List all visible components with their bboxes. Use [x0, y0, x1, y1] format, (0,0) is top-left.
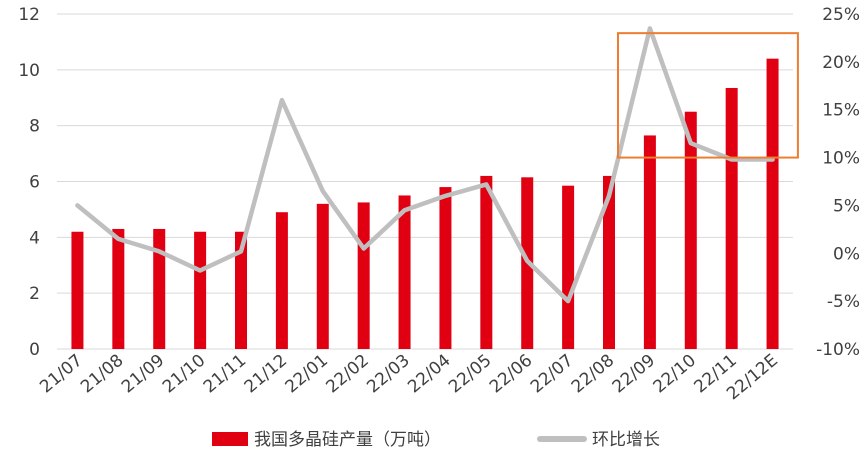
bar: [71, 231, 84, 349]
bar: [235, 231, 247, 349]
x-tick-label: 21/07: [36, 351, 86, 398]
x-tick-label: 22/07: [527, 351, 577, 398]
x-tick-label: 21/08: [77, 351, 127, 398]
bar: [480, 175, 493, 349]
right-tick-label: -10%: [816, 340, 860, 360]
bar: [153, 228, 166, 349]
legend-swatch-bar: [212, 432, 248, 446]
right-tick-label: 5%: [833, 196, 860, 216]
x-tick-label: 21/10: [159, 351, 209, 398]
legend: 我国多晶硅产量（万吨） 环比增长: [212, 430, 660, 450]
bar: [275, 212, 288, 349]
x-axis-ticks: 21/0721/0821/0921/1021/1121/1222/0122/02…: [36, 351, 782, 405]
bar: [684, 111, 697, 349]
left-tick-label: 6: [29, 173, 40, 193]
x-tick-label: 22/02: [322, 351, 372, 398]
bar: [316, 203, 329, 349]
right-axis-ticks: -10% -5% 0% 5% 10% 15% 20% 25%: [816, 5, 860, 360]
right-tick-label: 15%: [822, 101, 860, 121]
x-tick-label: 22/01: [282, 351, 332, 398]
x-tick-label: 22/05: [445, 351, 495, 398]
right-tick-label: 20%: [822, 53, 860, 73]
left-axis-ticks: 0 2 4 6 8 10 12: [18, 5, 40, 360]
right-tick-label: 0%: [833, 244, 860, 264]
left-tick-label: 12: [18, 5, 40, 25]
x-tick-label: 22/09: [609, 351, 659, 398]
x-tick-label: 22/03: [363, 351, 413, 398]
right-tick-label: 25%: [822, 5, 860, 25]
left-tick-label: 8: [29, 117, 40, 137]
bar: [194, 231, 207, 349]
x-tick-label: 22/06: [486, 351, 536, 398]
bar: [112, 228, 125, 349]
x-tick-label: 22/10: [650, 351, 700, 398]
line-series: [75, 26, 775, 304]
right-tick-label: 10%: [822, 149, 860, 169]
x-tick-label: 22/08: [568, 351, 618, 398]
x-tick-label: 22/04: [404, 351, 454, 398]
legend-label-line: 环比增长: [592, 430, 660, 450]
left-tick-label: 10: [18, 61, 40, 81]
bar: [643, 135, 656, 349]
right-tick-label: -5%: [827, 292, 860, 312]
bar: [766, 58, 779, 350]
bar-series: [71, 58, 779, 350]
left-tick-label: 0: [29, 340, 40, 360]
growth-line: [75, 26, 775, 304]
x-tick-label: 21/12: [241, 351, 291, 398]
gridlines: [57, 13, 793, 350]
bar: [357, 202, 370, 349]
highlight-box: [616, 32, 799, 159]
bar: [439, 187, 452, 349]
x-tick-label: 21/11: [200, 351, 250, 398]
x-tick-label: 21/09: [118, 351, 168, 398]
left-tick-label: 2: [29, 284, 40, 304]
left-tick-label: 4: [29, 228, 40, 248]
legend-label-bar: 我国多晶硅产量（万吨）: [254, 430, 441, 450]
bar: [562, 185, 575, 349]
highlight-rect: [616, 32, 799, 159]
bar: [603, 175, 615, 349]
bar: [398, 195, 411, 349]
bar: [725, 87, 738, 350]
